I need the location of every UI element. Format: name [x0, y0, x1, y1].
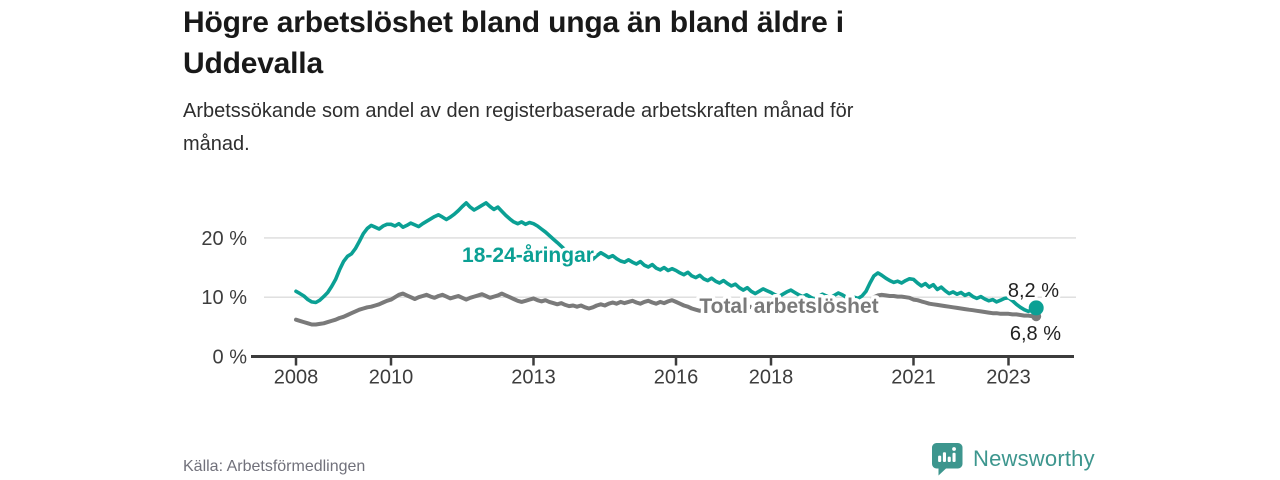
y-tick-label-10: 10 %	[201, 287, 247, 309]
series-line-total	[294, 291, 1039, 327]
newsworthy-logo-icon	[932, 443, 963, 476]
newsworthy-brand-link[interactable]: Newsworthy	[931, 442, 1095, 476]
x-tick-label-2010: 2010	[369, 367, 414, 389]
annotation-total-end-value: 6,8 %	[1010, 323, 1061, 345]
annotation-young-series-label: 18-24-åringar	[462, 244, 594, 267]
x-tick-label-2008: 2008	[274, 367, 319, 389]
x-tick-label-2013: 2013	[511, 367, 556, 389]
chart-title: Högre arbetslöshet bland unga än bland ä…	[183, 6, 844, 80]
series-end-dot-young	[1028, 300, 1044, 316]
x-tick-label-2018: 2018	[749, 367, 794, 389]
chart-subtitle: Arbetssökande som andel av den registerb…	[183, 100, 854, 155]
x-tick-label-2021: 2021	[891, 367, 936, 389]
source-text: Källa: Arbetsförmedlingen	[183, 458, 366, 475]
x-tick-label-2023: 2023	[986, 367, 1031, 389]
newsworthy-wordmark: Newsworthy	[973, 446, 1095, 471]
y-tick-label-0: 0 %	[213, 347, 248, 369]
series-line-young	[294, 201, 1038, 314]
annotation-young-end-value: 8,2 %	[1008, 280, 1059, 302]
x-tick-label-2016: 2016	[654, 367, 699, 389]
y-tick-label-20: 20 %	[201, 228, 247, 250]
annotation-total-series-label: Total arbetslöshet	[699, 295, 878, 318]
